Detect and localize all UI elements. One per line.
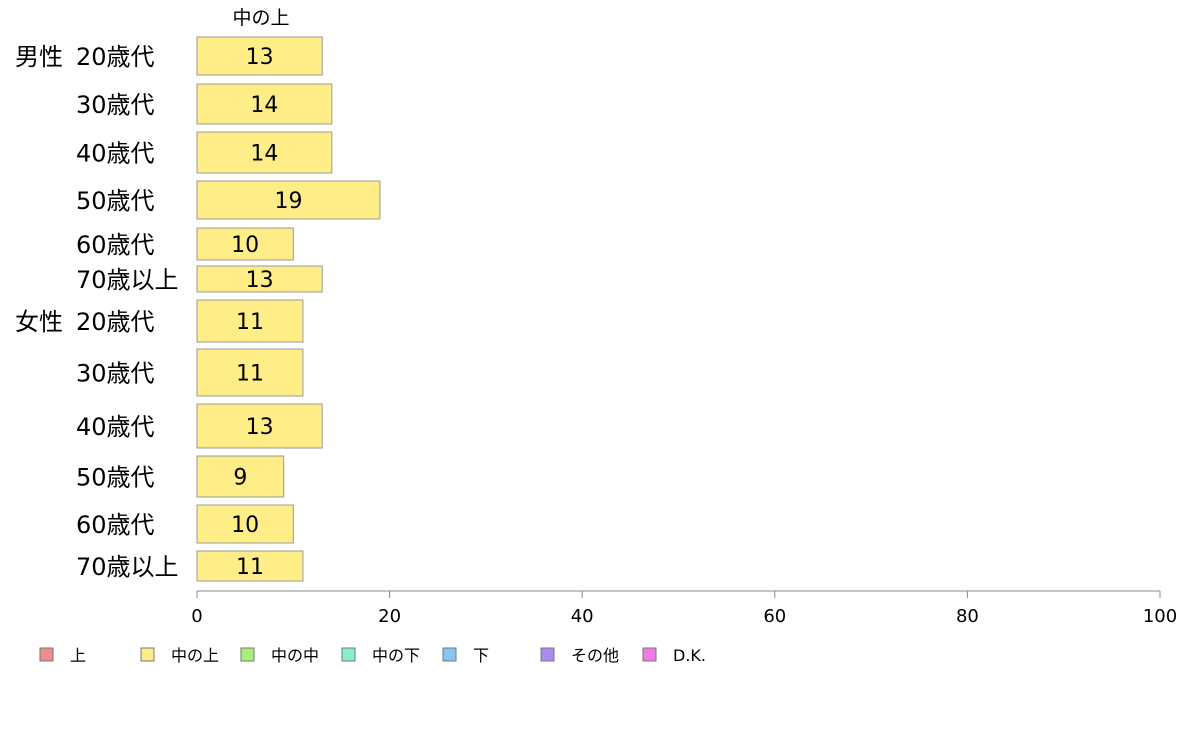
category-label: 20歳代 <box>76 43 155 71</box>
category-label: 60歳代 <box>76 231 155 259</box>
bar-value-label: 14 <box>250 93 278 118</box>
bar <box>196 403 323 449</box>
legend-swatch <box>540 647 555 662</box>
bar <box>196 348 304 397</box>
bar-value-label: 19 <box>274 189 302 214</box>
category-label: 40歳代 <box>76 413 155 441</box>
bar <box>196 227 294 261</box>
legend-label: D.K. <box>673 646 706 665</box>
x-tick-label: 60 <box>763 606 786 627</box>
category-label: 50歳代 <box>76 187 155 215</box>
bar-value-label: 10 <box>231 233 259 258</box>
bar <box>196 265 323 293</box>
bar <box>196 36 323 76</box>
series-header: 中の上 <box>232 7 289 29</box>
bar <box>196 504 294 544</box>
legend-label: 上 <box>70 646 86 665</box>
category-label: 70歳以上 <box>76 553 179 581</box>
legend-swatch <box>642 647 657 662</box>
category-label: 50歳代 <box>76 464 155 492</box>
legend-label: 下 <box>473 646 489 665</box>
bar-value-label: 10 <box>231 513 259 538</box>
legend-swatch <box>140 647 155 662</box>
legend-label: 中の中 <box>271 646 319 665</box>
x-tick-label: 0 <box>191 606 202 627</box>
bar-value-label: 14 <box>250 142 278 167</box>
x-tick-label: 80 <box>956 606 979 627</box>
bar <box>196 550 304 582</box>
legend-swatch <box>442 647 457 662</box>
legend-swatch <box>39 647 54 662</box>
legend-label: その他 <box>571 646 619 665</box>
bar <box>196 299 304 343</box>
x-tick-label: 100 <box>1143 606 1177 627</box>
x-tick-label: 20 <box>378 606 401 627</box>
group-label: 女性 <box>15 308 63 336</box>
bar-value-label: 13 <box>246 45 274 70</box>
bar <box>196 455 285 498</box>
category-label: 20歳代 <box>76 308 155 336</box>
legend-label: 中の上 <box>171 646 219 665</box>
category-label: 70歳以上 <box>76 266 179 294</box>
bar-value-label: 11 <box>236 310 264 335</box>
category-label: 30歳代 <box>76 91 155 119</box>
category-label: 30歳代 <box>76 360 155 388</box>
group-label: 男性 <box>15 43 63 71</box>
legend-label: 中の下 <box>372 646 420 665</box>
bar-value-label: 13 <box>246 415 274 440</box>
bar <box>196 131 333 174</box>
bar <box>196 83 333 125</box>
category-label: 60歳代 <box>76 511 155 539</box>
legend-swatch <box>341 647 356 662</box>
category-label: 40歳代 <box>76 140 155 168</box>
bar-value-label: 11 <box>236 362 264 387</box>
legend-swatch <box>240 647 255 662</box>
bar-value-label: 11 <box>236 555 264 580</box>
bar <box>196 180 381 220</box>
x-tick-label: 40 <box>571 606 594 627</box>
bar-value-label: 13 <box>246 268 274 293</box>
bar-value-label: 9 <box>233 466 247 491</box>
